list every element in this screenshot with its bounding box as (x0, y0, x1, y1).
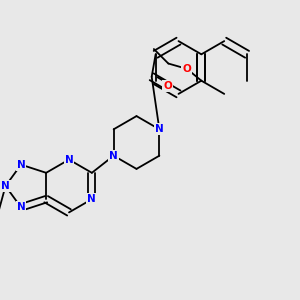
Text: O: O (163, 81, 172, 91)
Text: N: N (64, 154, 74, 165)
Text: N: N (17, 160, 26, 170)
Text: N: N (17, 202, 26, 212)
Text: N: N (109, 151, 118, 161)
Text: N: N (155, 124, 164, 134)
Text: N: N (88, 194, 96, 204)
Text: N: N (1, 181, 10, 191)
Text: O: O (182, 64, 191, 74)
